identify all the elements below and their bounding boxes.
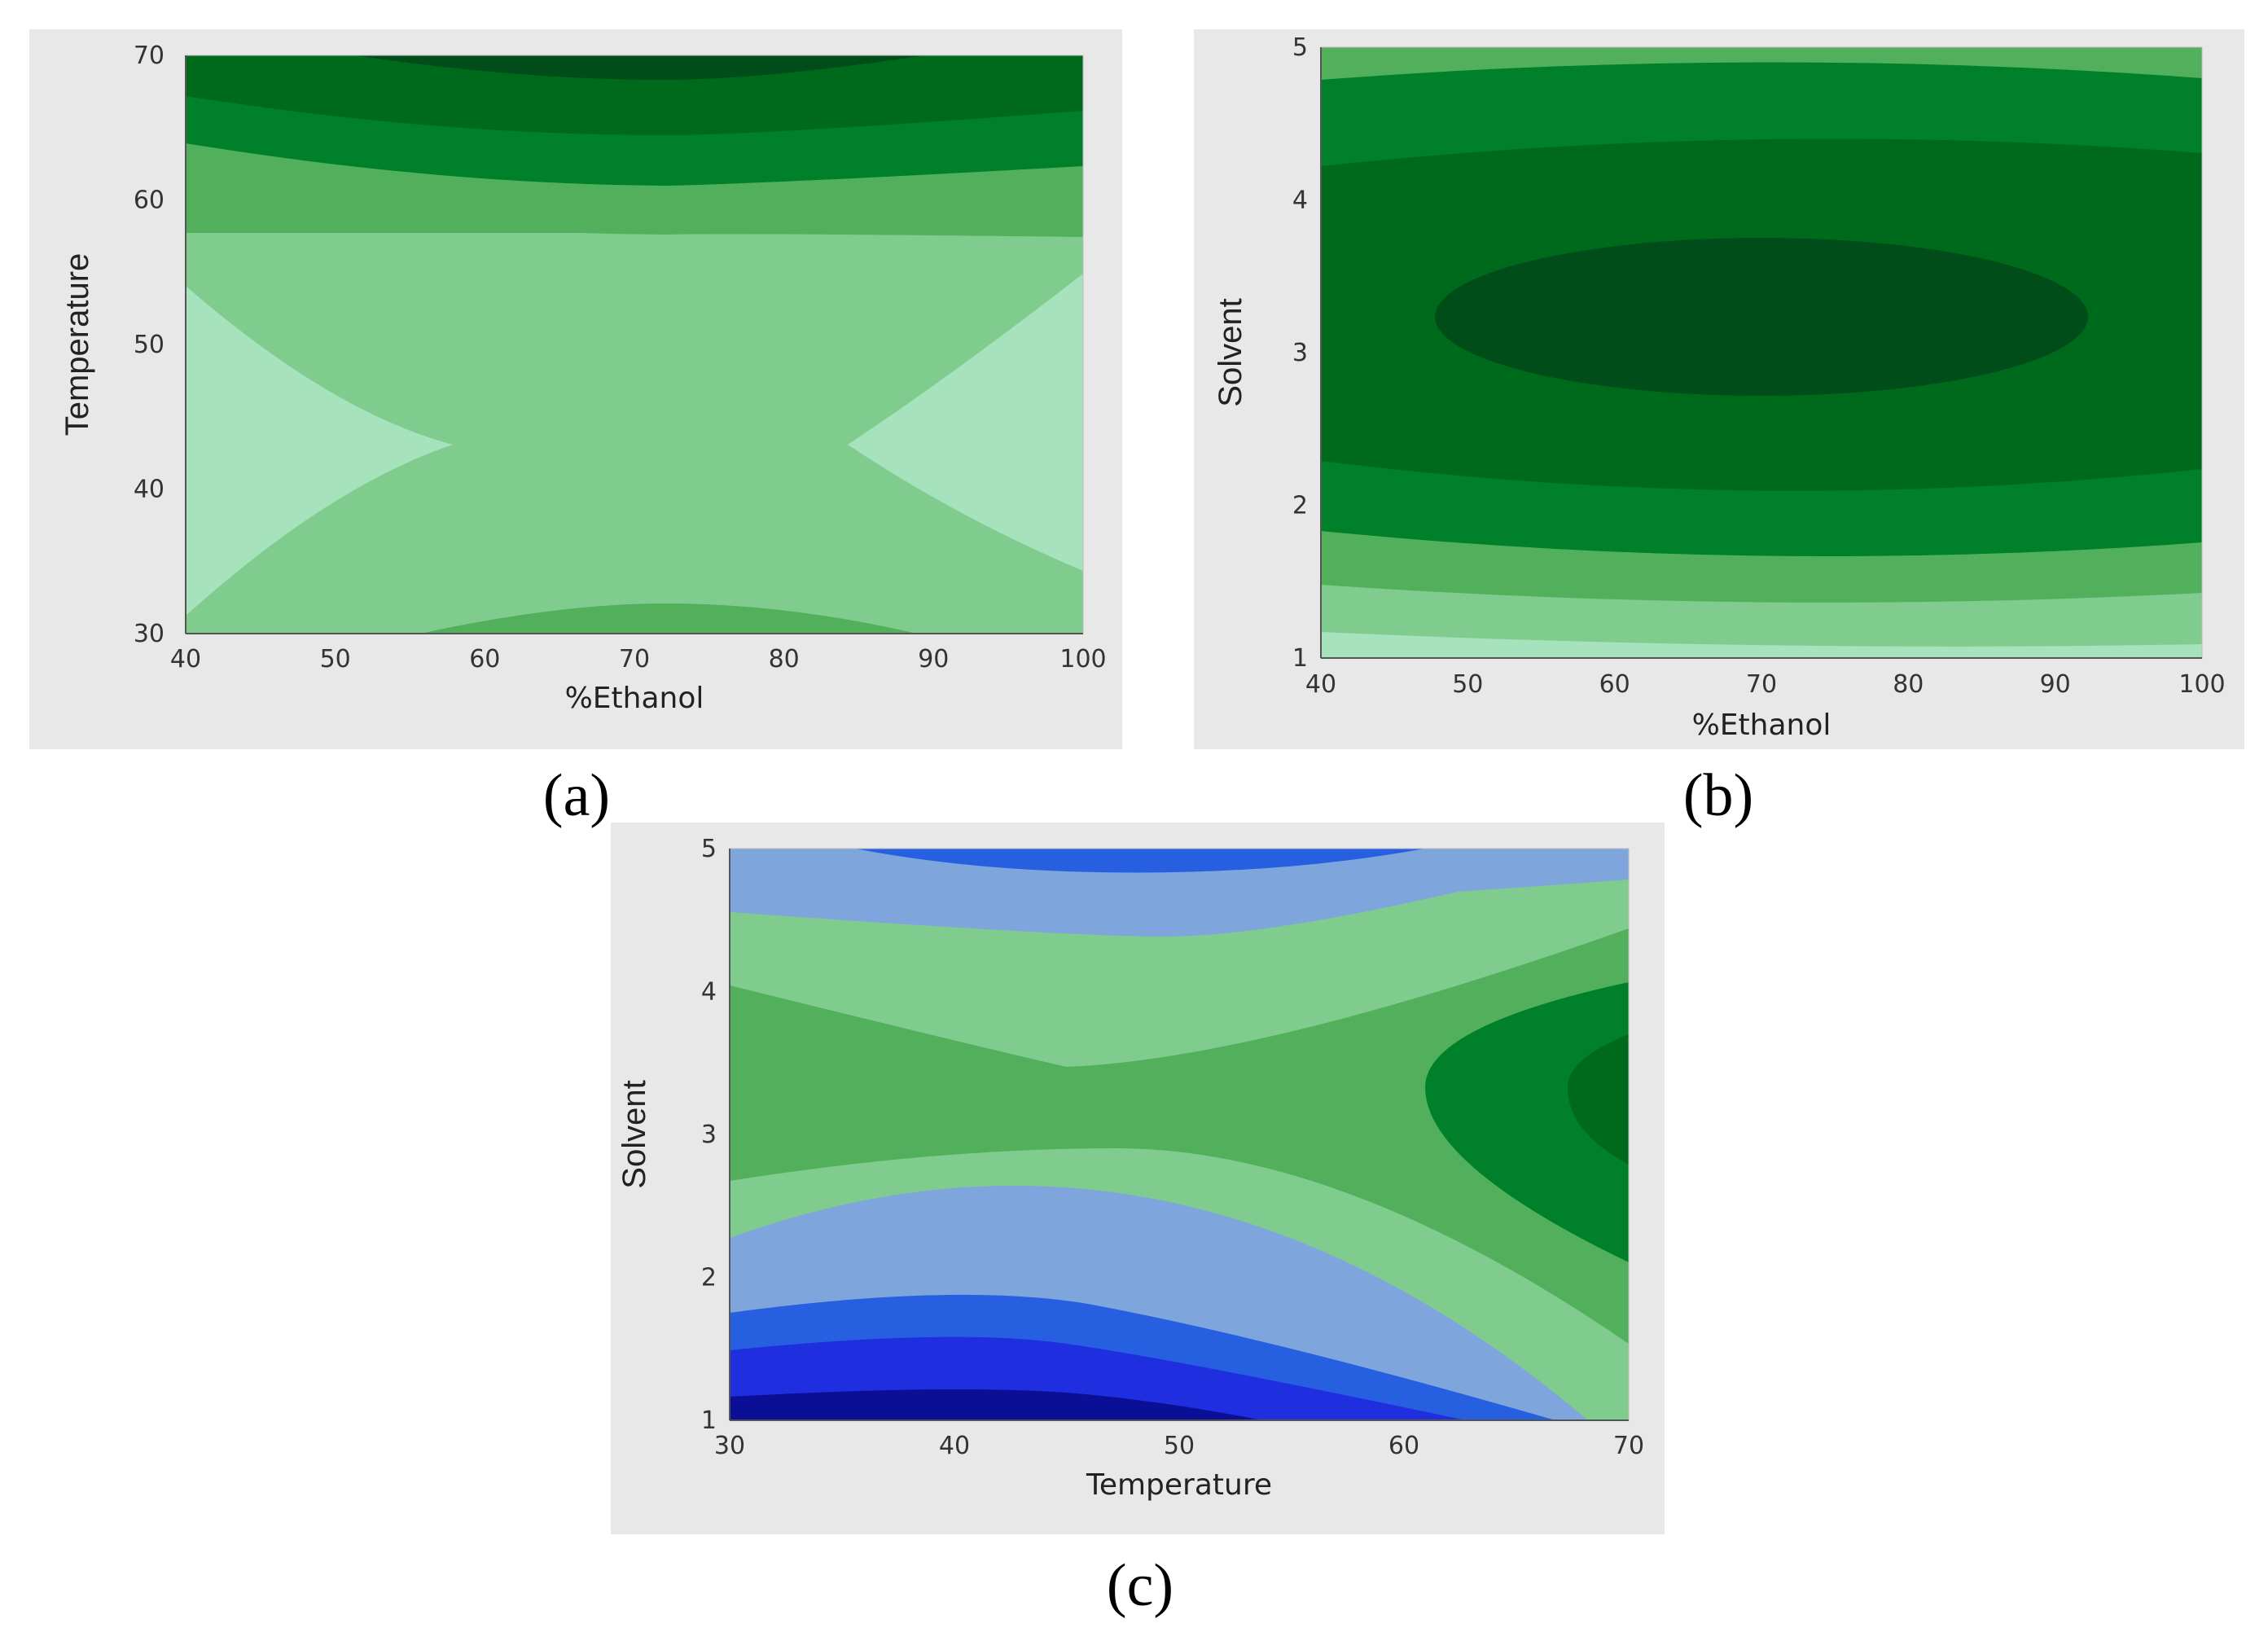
y-tick-label: 70 <box>134 42 165 70</box>
x-tick-label: 60 <box>469 645 500 674</box>
x-tick-label: 100 <box>2178 670 2225 699</box>
contour-plot-c: 30 40 50 60 70 Temperature 1 2 3 4 5 Sol… <box>616 835 1644 1502</box>
y-tick-label: 5 <box>1292 33 1308 62</box>
contour-band-a-3 <box>848 274 1083 571</box>
contour-band-a-2 <box>186 286 453 616</box>
y-tick-label: 2 <box>701 1264 717 1292</box>
x-tick-label: 70 <box>1746 670 1777 699</box>
x-tick-label: 40 <box>939 1432 970 1460</box>
x-tick-label: 80 <box>1893 670 1924 699</box>
x-tick-label: 80 <box>769 645 800 674</box>
y-tick-label: 40 <box>134 476 165 504</box>
y-tick-label: 4 <box>1292 186 1308 215</box>
caption-c: (c) <box>1106 1552 1174 1619</box>
y-tick-label: 5 <box>701 835 717 863</box>
contour-band-c-7 <box>855 849 1425 873</box>
y-axis-a: 30 40 50 60 70 Temperature <box>59 42 186 648</box>
x-tick-label: 30 <box>714 1432 745 1460</box>
x-tick-label: 50 <box>1164 1432 1195 1460</box>
chart-panel-b: 40 50 60 70 80 90 100 %Ethanol 1 2 3 4 5… <box>1194 29 2244 749</box>
y-tick-label: 50 <box>134 331 165 359</box>
y-tick-label: 30 <box>134 620 165 648</box>
contour-plot-b: 40 50 60 70 80 90 100 %Ethanol 1 2 3 4 5… <box>1213 33 2226 742</box>
x-tick-label: 70 <box>619 645 650 674</box>
y-axis-c: 1 2 3 4 5 Solvent <box>616 835 730 1435</box>
caption-b: (b) <box>1682 762 1754 829</box>
x-tick-label: 40 <box>170 645 201 674</box>
y-axis-label: Solvent <box>1213 298 1248 406</box>
x-tick-label: 70 <box>1613 1432 1644 1460</box>
x-tick-label: 60 <box>1388 1432 1419 1460</box>
contour-band-c-4 <box>1425 982 1629 1262</box>
contour-band-c-6 <box>730 849 1629 908</box>
x-tick-label: 50 <box>1452 670 1483 699</box>
x-tick-label: 50 <box>320 645 351 674</box>
y-tick-label: 2 <box>1292 492 1308 520</box>
y-tick-label: 1 <box>1292 644 1308 673</box>
contour-plot-a: 40 50 60 70 80 90 100 %Ethanol 30 40 50 … <box>59 42 1107 715</box>
x-tick-label: 100 <box>1059 645 1106 674</box>
x-tick-label: 90 <box>918 645 949 674</box>
chart-panel-c: 30 40 50 60 70 Temperature 1 2 3 4 5 Sol… <box>611 823 1665 1534</box>
y-axis-label: Solvent <box>616 1080 652 1188</box>
x-tick-label: 40 <box>1305 670 1336 699</box>
contour-band-c-10 <box>730 1389 1262 1420</box>
y-tick-label: 1 <box>701 1406 717 1435</box>
y-tick-label: 60 <box>134 186 165 215</box>
x-axis-c: 30 40 50 60 70 Temperature <box>714 1419 1644 1502</box>
x-axis-a: 40 50 60 70 80 90 100 %Ethanol <box>170 633 1107 715</box>
x-axis-label: %Ethanol <box>565 682 704 715</box>
x-axis-b: 40 50 60 70 80 90 100 %Ethanol <box>1305 657 2226 742</box>
contour-band-c-5 <box>1568 1034 1629 1165</box>
contour-band-b-5 <box>1435 238 2088 396</box>
x-tick-label: 90 <box>2040 670 2071 699</box>
contour-band-a-8 <box>420 603 917 634</box>
y-axis-label: Temperature <box>59 253 95 437</box>
y-tick-label: 3 <box>701 1121 717 1149</box>
contour-band-a-7 <box>355 55 925 80</box>
x-axis-label: %Ethanol <box>1692 709 1832 742</box>
contour-band-a-6 <box>186 55 1083 135</box>
y-tick-label: 4 <box>701 978 717 1007</box>
y-axis-b: 1 2 3 4 5 Solvent <box>1213 33 1322 673</box>
contour-band-c-3 <box>730 928 1629 1344</box>
y-tick-label: 3 <box>1292 339 1308 367</box>
x-axis-label: Temperature <box>1086 1468 1272 1502</box>
caption-a: (a) <box>542 762 611 829</box>
chart-panel-a: 40 50 60 70 80 90 100 %Ethanol 30 40 50 … <box>29 29 1122 749</box>
x-tick-label: 60 <box>1599 670 1630 699</box>
